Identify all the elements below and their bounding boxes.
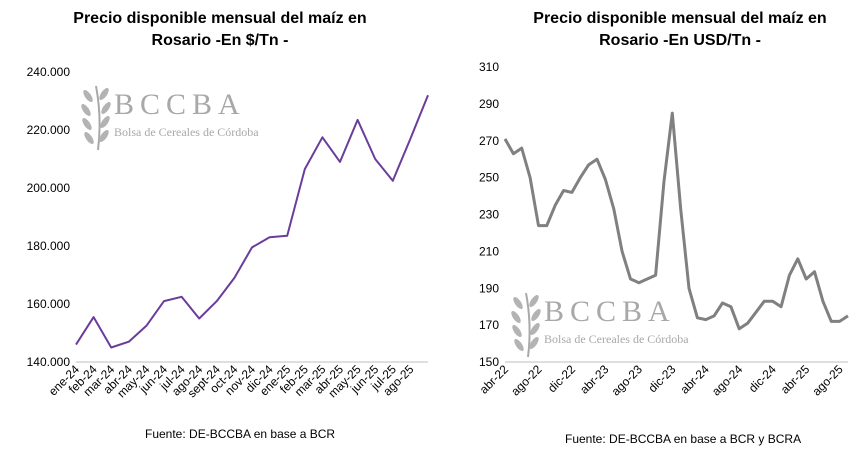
x-tick-label: dic-22 — [545, 362, 578, 395]
y-tick-label: 210 — [479, 244, 499, 258]
x-tick-label: dic-23 — [645, 362, 678, 395]
wheat-grain — [513, 297, 523, 309]
x-tick-label: ago-25 — [809, 362, 846, 399]
x-tick-label: ago-22 — [508, 362, 545, 399]
x-tick-label: abr-24 — [677, 362, 712, 397]
x-tick-label: abr-25 — [778, 362, 813, 397]
chart-title-line: Precio disponible mensual del maíz en — [73, 10, 367, 27]
left-chart-svg: 140.000 160.000 180.000 200.000 220.000 240.0… — [27, 65, 429, 400]
wheat-grain — [530, 323, 540, 335]
watermark-subtitle: Bolsa de Cereales de Córdoba — [544, 332, 689, 346]
chart-title-line: Rosario -En $/Tn - — [151, 32, 289, 49]
y-tick-label: 230 — [479, 208, 499, 222]
wheat-grain — [511, 311, 521, 323]
x-tick-label: abr-23 — [577, 362, 612, 397]
wheat-grain — [514, 339, 524, 351]
y-tick-label: 180.000 — [27, 239, 71, 253]
wheat-grain — [99, 88, 109, 100]
watermark-brand: BCCBA — [114, 88, 246, 121]
y-tick-label: 290 — [479, 97, 499, 111]
y-tick-label: 220.000 — [27, 123, 71, 137]
y-tick-label: 250 — [479, 171, 499, 185]
y-tick-label: 190 — [479, 281, 499, 295]
wheat-grain — [82, 118, 92, 130]
y-tick-label: 240.000 — [27, 65, 71, 79]
series-line — [75, 94, 429, 349]
left-chart-panel: Precio disponible mensual del maíz en Ro… — [27, 8, 429, 441]
y-tick-label: 270 — [479, 134, 499, 148]
wheat-grain — [101, 102, 111, 114]
y-tick-label: 140.000 — [27, 355, 71, 369]
wheat-icon — [511, 292, 541, 358]
wheat-grain — [512, 325, 522, 337]
wheat-grain — [529, 295, 539, 307]
wheat-grain — [84, 132, 94, 144]
watermark-logo: BCCBA Bolsa de Cereales de Córdoba — [81, 85, 259, 151]
y-tick-label: 170 — [479, 318, 499, 332]
chart-source: Fuente: DE-BCCBA en base a BCR — [145, 427, 336, 441]
chart-title: Precio disponible mensual del maíz en Ro… — [530, 8, 830, 52]
wheat-icon — [81, 85, 111, 151]
chart-title-line: Precio disponible mensual del maíz en — [533, 10, 827, 27]
watermark-subtitle: Bolsa de Cereales de Córdoba — [114, 125, 259, 139]
chart-title: Precio disponible mensual del maíz en Ro… — [70, 8, 370, 52]
y-tick-label: 150 — [479, 355, 499, 369]
wheat-stem — [95, 85, 101, 151]
wheat-grain — [531, 309, 541, 321]
y-tick-label: 200.000 — [27, 181, 71, 195]
wheat-grain — [100, 116, 110, 128]
right-chart-panel: Precio disponible mensual del maíz en Ro… — [440, 0, 862, 452]
watermark-logo: BCCBA Bolsa de Cereales de Córdoba — [511, 292, 689, 358]
wheat-grain — [83, 90, 93, 102]
wheat-grain — [529, 337, 539, 349]
y-tick-label: 160.000 — [27, 297, 71, 311]
series-line — [503, 111, 849, 331]
watermark-brand: BCCBA — [544, 295, 676, 328]
x-tick-label: ago-24 — [709, 362, 746, 399]
chart-title-line: Rosario -En USD/Tn - — [599, 32, 761, 49]
wheat-grain — [99, 130, 109, 142]
chart-source: Fuente: DE-BCCBA en base a BCR y BCRA — [565, 432, 802, 446]
y-tick-label: 310 — [479, 60, 499, 74]
x-tick-label: dic-24 — [746, 362, 779, 395]
x-tick-label: ago-23 — [609, 362, 646, 399]
wheat-stem — [525, 292, 531, 358]
wheat-grain — [81, 104, 91, 116]
